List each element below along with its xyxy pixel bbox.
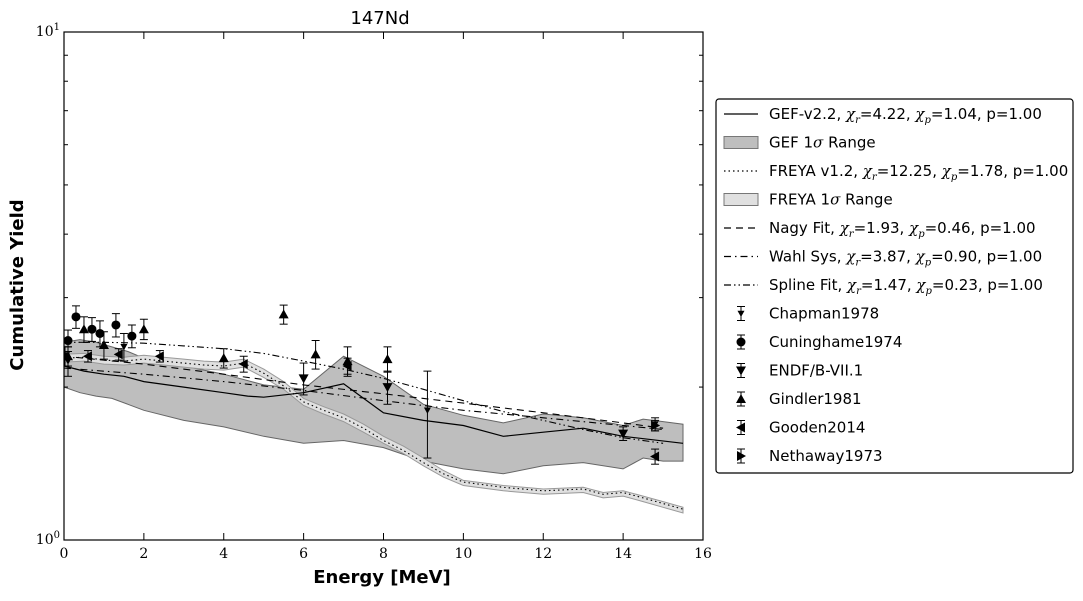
legend-label: FREYA v1.2, χr=12.25, χp=1.78, p=1.00 — [769, 162, 1068, 183]
y-tick-label: 100 — [36, 530, 60, 548]
data-point — [382, 383, 393, 393]
data-point — [71, 312, 81, 322]
data-point — [127, 331, 137, 341]
data-point — [651, 420, 661, 431]
x-tick-label: 4 — [219, 546, 228, 562]
data-point — [650, 451, 660, 462]
legend-label: Wahl Sys, χr=3.87, χp=0.90, p=1.00 — [769, 248, 1042, 269]
axes: 0 2 4 6 8 10 12 14 16 100 101 — [36, 22, 712, 562]
x-tick-label: 0 — [60, 546, 69, 562]
x-tick-label: 8 — [379, 546, 388, 562]
x-tick-label: 12 — [534, 546, 552, 562]
legend-marker — [736, 366, 746, 376]
data-point — [382, 354, 393, 364]
legend-marker — [736, 337, 746, 347]
x-tick-label: 6 — [299, 546, 308, 562]
y-axis-label: Cumulative Yield — [7, 199, 28, 370]
data-point — [113, 349, 123, 360]
series-line-4 — [64, 341, 664, 444]
data-point — [278, 309, 289, 319]
data-point — [95, 328, 105, 338]
legend-label: Nagy Fit, χr=1.93, χp=0.46, p=1.00 — [769, 219, 1036, 240]
series-line-1 — [64, 356, 684, 510]
legend-label: Nethaway1973 — [769, 447, 883, 465]
data-point — [154, 351, 164, 362]
data-point — [111, 320, 121, 330]
legend: GEF-v2.2, χr=4.22, χp=1.04, p=1.00 GEF 1σ… — [715, 98, 1074, 474]
data-point — [78, 324, 89, 334]
data-point — [87, 324, 97, 334]
data-point — [120, 344, 128, 351]
legend-label: FREYA 1σ Range — [769, 191, 893, 209]
data-point — [218, 353, 229, 363]
x-tick-label: 16 — [694, 546, 712, 562]
band-1 — [64, 352, 684, 514]
legend-label: Spline Fit, χr=1.47, χp=0.23, p=1.00 — [769, 276, 1043, 297]
legend-handle — [723, 136, 759, 149]
data-point — [64, 351, 73, 361]
legend-marker — [736, 422, 745, 433]
data-point — [342, 361, 352, 372]
x-tick-label: 14 — [614, 546, 632, 562]
x-tick-label: 10 — [454, 546, 472, 562]
x-axis-label: Energy [MeV] — [313, 567, 451, 588]
data-point — [618, 429, 629, 439]
data-point — [298, 374, 309, 384]
legend-label: ENDF/B-VII.1 — [769, 362, 863, 380]
data-point — [310, 349, 321, 359]
legend-marker — [737, 451, 746, 461]
legend-label: Gindler1981 — [769, 390, 862, 408]
data-point — [64, 336, 73, 346]
legend-box — [715, 98, 1074, 474]
legend-marker — [737, 310, 745, 317]
legend-marker — [736, 394, 746, 403]
x-tick-label: 2 — [139, 546, 148, 562]
data-point — [82, 351, 92, 362]
legend-handle — [723, 193, 759, 206]
data-point — [138, 324, 149, 334]
legend-label: Cuninghame1974 — [769, 333, 902, 351]
legend-label: Chapman1978 — [769, 305, 879, 323]
legend-label: GEF-v2.2, χr=4.22, χp=1.04, p=1.00 — [769, 105, 1042, 126]
chart-title: 147Nd — [350, 8, 409, 29]
legend-label: Gooden2014 — [769, 419, 865, 437]
legend-label: GEF 1σ Range — [769, 134, 876, 152]
data-point — [238, 359, 248, 370]
data-point — [98, 340, 109, 350]
plot-area — [64, 304, 684, 514]
y-tick-label: 101 — [36, 22, 60, 40]
data-point — [423, 407, 431, 414]
